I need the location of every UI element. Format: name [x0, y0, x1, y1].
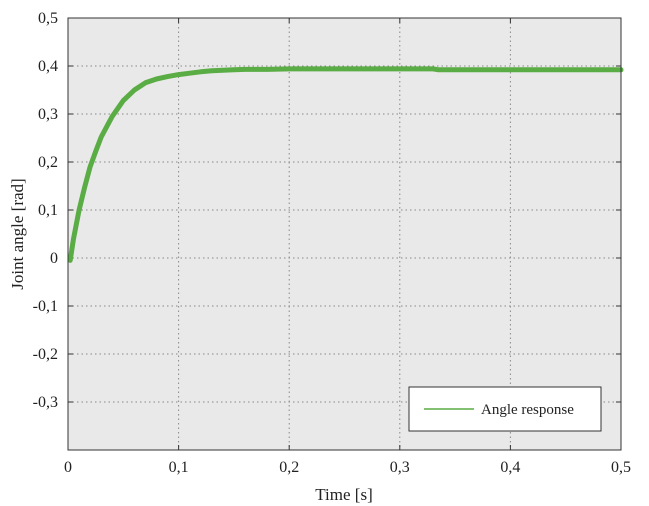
x-tick-label: 0,2: [279, 459, 299, 476]
legend-box: [408, 386, 602, 432]
y-tick-label: -0,2: [33, 346, 58, 363]
x-tick-label: 0,3: [390, 459, 410, 476]
x-tick-label: 0,4: [500, 459, 520, 476]
x-tick-label: 0: [64, 459, 72, 476]
y-tick-label: -0,1: [33, 298, 58, 315]
y-tick-label: 0,4: [38, 58, 58, 75]
y-tick-label: 0,3: [38, 106, 58, 123]
legend: Angle response: [408, 386, 602, 432]
series-group: [67, 66, 624, 263]
legend-label: Angle response: [481, 402, 574, 418]
y-tick-label: -0,3: [33, 394, 58, 411]
y-tick-label: 0,1: [38, 202, 58, 219]
grid: [68, 18, 621, 450]
x-axis-label: Time [s]: [315, 485, 372, 504]
y-tick-label: 0,2: [38, 154, 58, 171]
tick-labels: 0 0,1 0,2 0,3 0,4 0,5 -0,3 -0,2 -0,1 0 0,1 0,2 0,3 0,…: [33, 10, 631, 476]
x-tick-label: 0,5: [611, 459, 631, 476]
y-tick-label: 0: [50, 250, 58, 267]
x-tick-label: 0,1: [169, 459, 189, 476]
plot-frame: [67, 17, 622, 451]
series-line: [67, 66, 624, 263]
y-tick-label: 0,5: [38, 10, 58, 27]
plot-area: [68, 18, 621, 450]
y-axis-label: Joint angle [rad]: [8, 178, 27, 289]
